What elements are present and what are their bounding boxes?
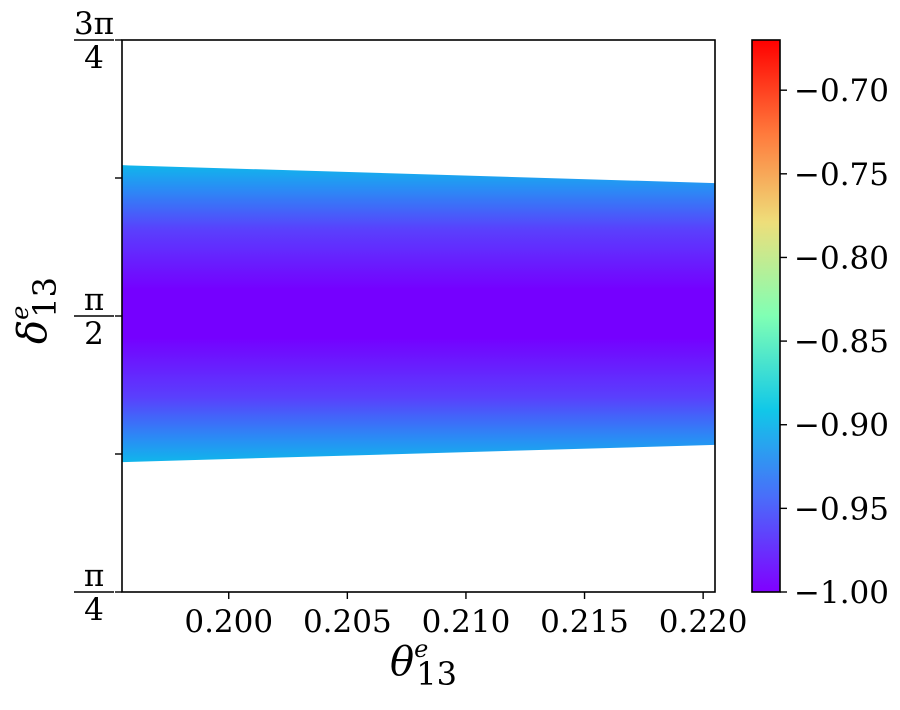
x-axis-title-sup: e — [414, 635, 428, 663]
y-tick-label-denominator: 2 — [84, 316, 104, 352]
colorbar: −1.00 −0.95 −0.90 −0.85 −0.80 −0.75 −0.70 — [751, 39, 889, 611]
x-axis-ticks: 0.200 0.205 0.210 0.215 0.220 — [184, 592, 748, 640]
x-axis-title: θe 13 — [390, 635, 457, 693]
colorbar-tick-label: −0.90 — [794, 408, 889, 444]
y-axis-title-sub: 13 — [26, 277, 64, 318]
y-tick-label-denominator: 4 — [84, 592, 104, 628]
colorbar-tick-label: −0.80 — [794, 240, 889, 276]
x-tick-label: 0.210 — [422, 604, 511, 640]
x-tick-label: 0.215 — [540, 604, 629, 640]
x-axis-title-base: θ — [390, 639, 414, 685]
colorbar-tick-label: −0.75 — [794, 157, 889, 193]
colorbar-tick-label: −1.00 — [794, 575, 889, 611]
y-axis-title-base: δ — [10, 320, 56, 344]
y-tick-label-denominator: 4 — [84, 40, 104, 76]
colorbar-tick-label: −0.70 — [794, 73, 889, 109]
colorbar-ticks: −1.00 −0.95 −0.90 −0.85 −0.80 −0.75 −0.70 — [780, 73, 889, 611]
x-tick-label: 0.200 — [184, 604, 273, 640]
y-tick-label-numerator: π — [84, 558, 104, 594]
colorbar-tick-label: −0.95 — [794, 491, 889, 527]
band-region — [122, 165, 715, 463]
y-tick-label-numerator: π — [84, 282, 104, 318]
x-tick-label: 0.205 — [303, 604, 392, 640]
colorbar-tick-label: −0.85 — [794, 324, 889, 360]
y-axis-title-group: δe13 — [6, 277, 64, 344]
x-axis-title-sub: 13 — [416, 655, 457, 693]
y-axis-title: δe13 — [6, 277, 64, 344]
y-tick-label-numerator: 3π — [74, 6, 114, 42]
x-tick-label: 0.220 — [659, 604, 748, 640]
colorbar-fill — [751, 39, 781, 593]
y-axis-title-sup: e — [6, 306, 34, 320]
